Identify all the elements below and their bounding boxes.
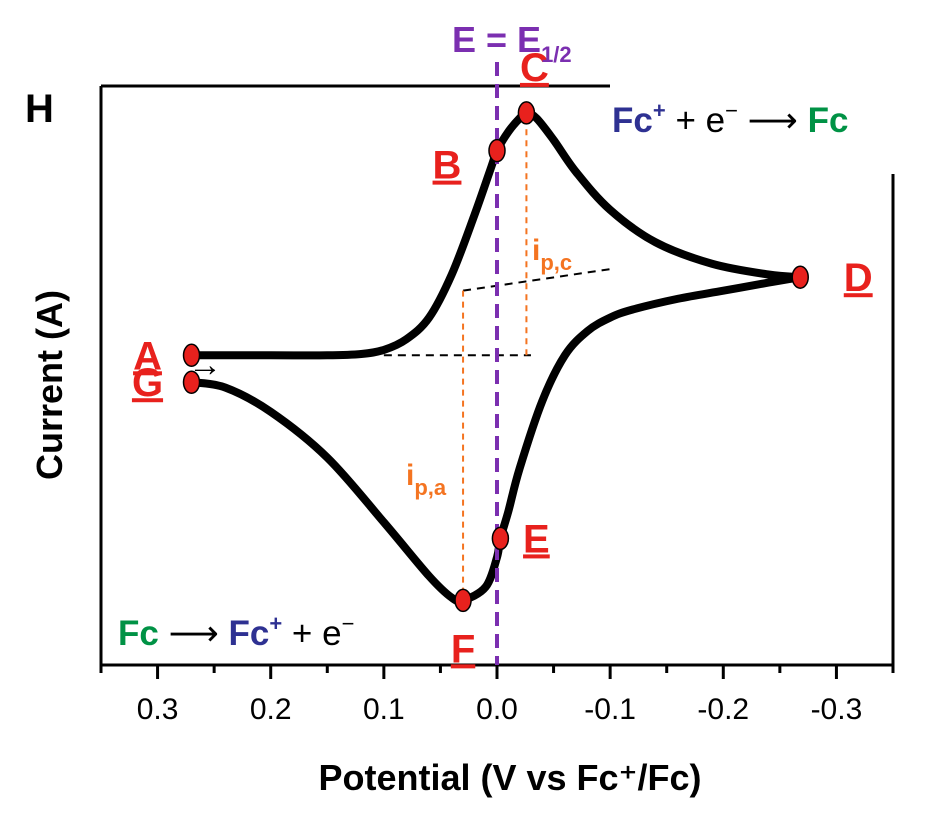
x-tick-label: -0.1	[584, 693, 636, 726]
point-e	[491, 526, 510, 551]
point-g	[182, 370, 201, 394]
peak-current-guides	[462, 112, 528, 601]
e-half-label: E = E1/2	[452, 19, 572, 67]
point-label-e: E	[523, 517, 550, 561]
baseline-group	[383, 268, 611, 357]
x-tick-label: 0.1	[363, 693, 405, 726]
point-c	[517, 101, 536, 125]
x-tick-label: 0.3	[137, 693, 179, 726]
ipa-label: ip,a	[406, 459, 447, 500]
ipc-label: ip,c	[532, 234, 572, 275]
scan-direction-arrow: →	[188, 346, 222, 384]
x-tick-label: -0.2	[697, 693, 749, 726]
cv-points	[182, 101, 809, 613]
point-labels: A B C D E F G	[132, 46, 873, 671]
point-b	[488, 138, 506, 163]
top-right-mask	[610, 82, 897, 174]
point-label-c: C	[520, 46, 549, 90]
reverse-baseline	[462, 268, 611, 292]
x-tick-label: -0.3	[811, 693, 863, 726]
point-label-a: A	[133, 334, 162, 378]
x-tick-label: 0.0	[476, 693, 518, 726]
x-axis-ticks: 0.3 0.2 0.1 0.0 -0.1 -0.2 -0.3	[99, 665, 895, 726]
point-label-b: B	[433, 144, 462, 188]
y-axis-title: Current (A)	[29, 290, 70, 480]
panel-label: H	[25, 87, 54, 131]
plot-frame	[99, 82, 897, 667]
x-tick-label: 0.2	[250, 693, 292, 726]
reaction-oxidation: Fc ⟶ Fc+ + e−	[118, 611, 354, 653]
point-label-f: F	[451, 627, 475, 671]
point-d	[791, 265, 809, 289]
point-label-g: G	[132, 361, 163, 405]
point-f	[454, 588, 472, 613]
x-axis-title: Potential (V vs Fc⁺/Fc)	[318, 757, 701, 798]
point-a	[182, 343, 201, 368]
point-label-d: D	[844, 256, 873, 300]
reaction-reduction: Fc+ + e− ⟶ Fc	[612, 98, 848, 140]
